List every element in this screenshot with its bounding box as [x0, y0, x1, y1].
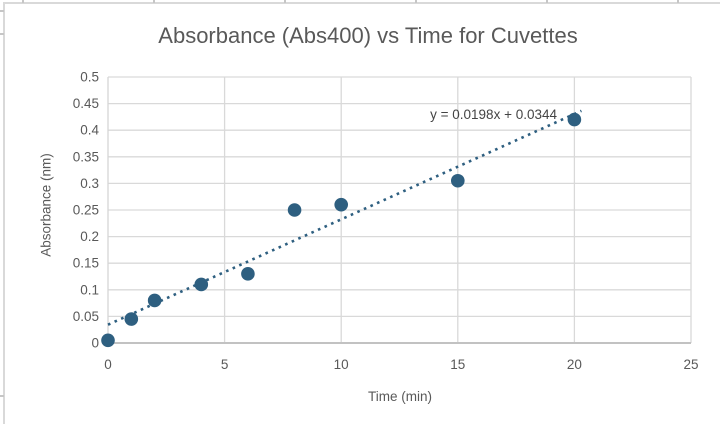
y-axis-title: Absorbance (nm)	[39, 153, 54, 257]
data-point	[147, 293, 162, 308]
column-gridline-stub	[677, 0, 679, 3]
x-tick-label: 0	[104, 357, 112, 372]
y-tick-label: 0.05	[73, 309, 99, 324]
column-gridline-stub	[546, 0, 548, 3]
data-point	[124, 312, 139, 326]
column-gridline-stub	[153, 0, 155, 3]
x-tick-label: 15	[450, 357, 465, 372]
x-tick-label: 5	[221, 357, 229, 372]
data-point	[287, 203, 302, 217]
trendline	[107, 109, 582, 326]
trendline-dotted	[107, 109, 582, 326]
axis-lines	[106, 77, 691, 344]
column-gridline-stub	[415, 0, 417, 3]
row-gridline-stub	[0, 33, 4, 35]
y-tick-label: 0.15	[73, 256, 99, 271]
row-gridline-stub	[0, 395, 4, 397]
y-tick-label: 0.5	[80, 70, 99, 85]
data-point	[451, 173, 465, 188]
chart-frame-top-border	[3, 2, 720, 4]
gridlines	[108, 76, 692, 343]
y-tick-label: 0.35	[73, 149, 99, 164]
chart-frame-left-border	[3, 2, 5, 424]
data-point	[241, 267, 255, 281]
column-gridline-stub	[22, 0, 24, 3]
y-tick-label: 0.3	[80, 176, 99, 191]
data-points	[101, 112, 582, 348]
y-tick-label: 0.2	[80, 229, 99, 244]
y-tick-label: 0	[91, 336, 99, 351]
row-gridline-stub	[0, 10, 4, 12]
chart-title: Absorbance (Abs400) vs Time for Cuvettes	[158, 23, 577, 48]
data-point	[334, 197, 349, 212]
y-tick-label: 0.1	[80, 282, 99, 297]
y-tick-label: 0.4	[80, 123, 99, 138]
y-tick-label: 0.25	[73, 203, 99, 218]
x-tick-label: 10	[334, 357, 349, 372]
x-axis-title: Time (min)	[368, 389, 432, 404]
y-tick-label: 0.45	[73, 96, 99, 111]
column-gridline-stub	[284, 0, 286, 3]
tick-labels: 0 0.05 0.1 0.15 0.2 0.25 0.3 0.35 0.4 0.45 0.5 0 5 10…	[73, 70, 699, 373]
x-tick-label: 20	[567, 357, 582, 372]
data-point	[567, 112, 582, 127]
data-point	[194, 277, 209, 292]
data-point	[101, 333, 115, 348]
x-tick-label: 25	[683, 357, 698, 372]
trendline-equation-label: y = 0.0198x + 0.0344	[430, 107, 557, 122]
